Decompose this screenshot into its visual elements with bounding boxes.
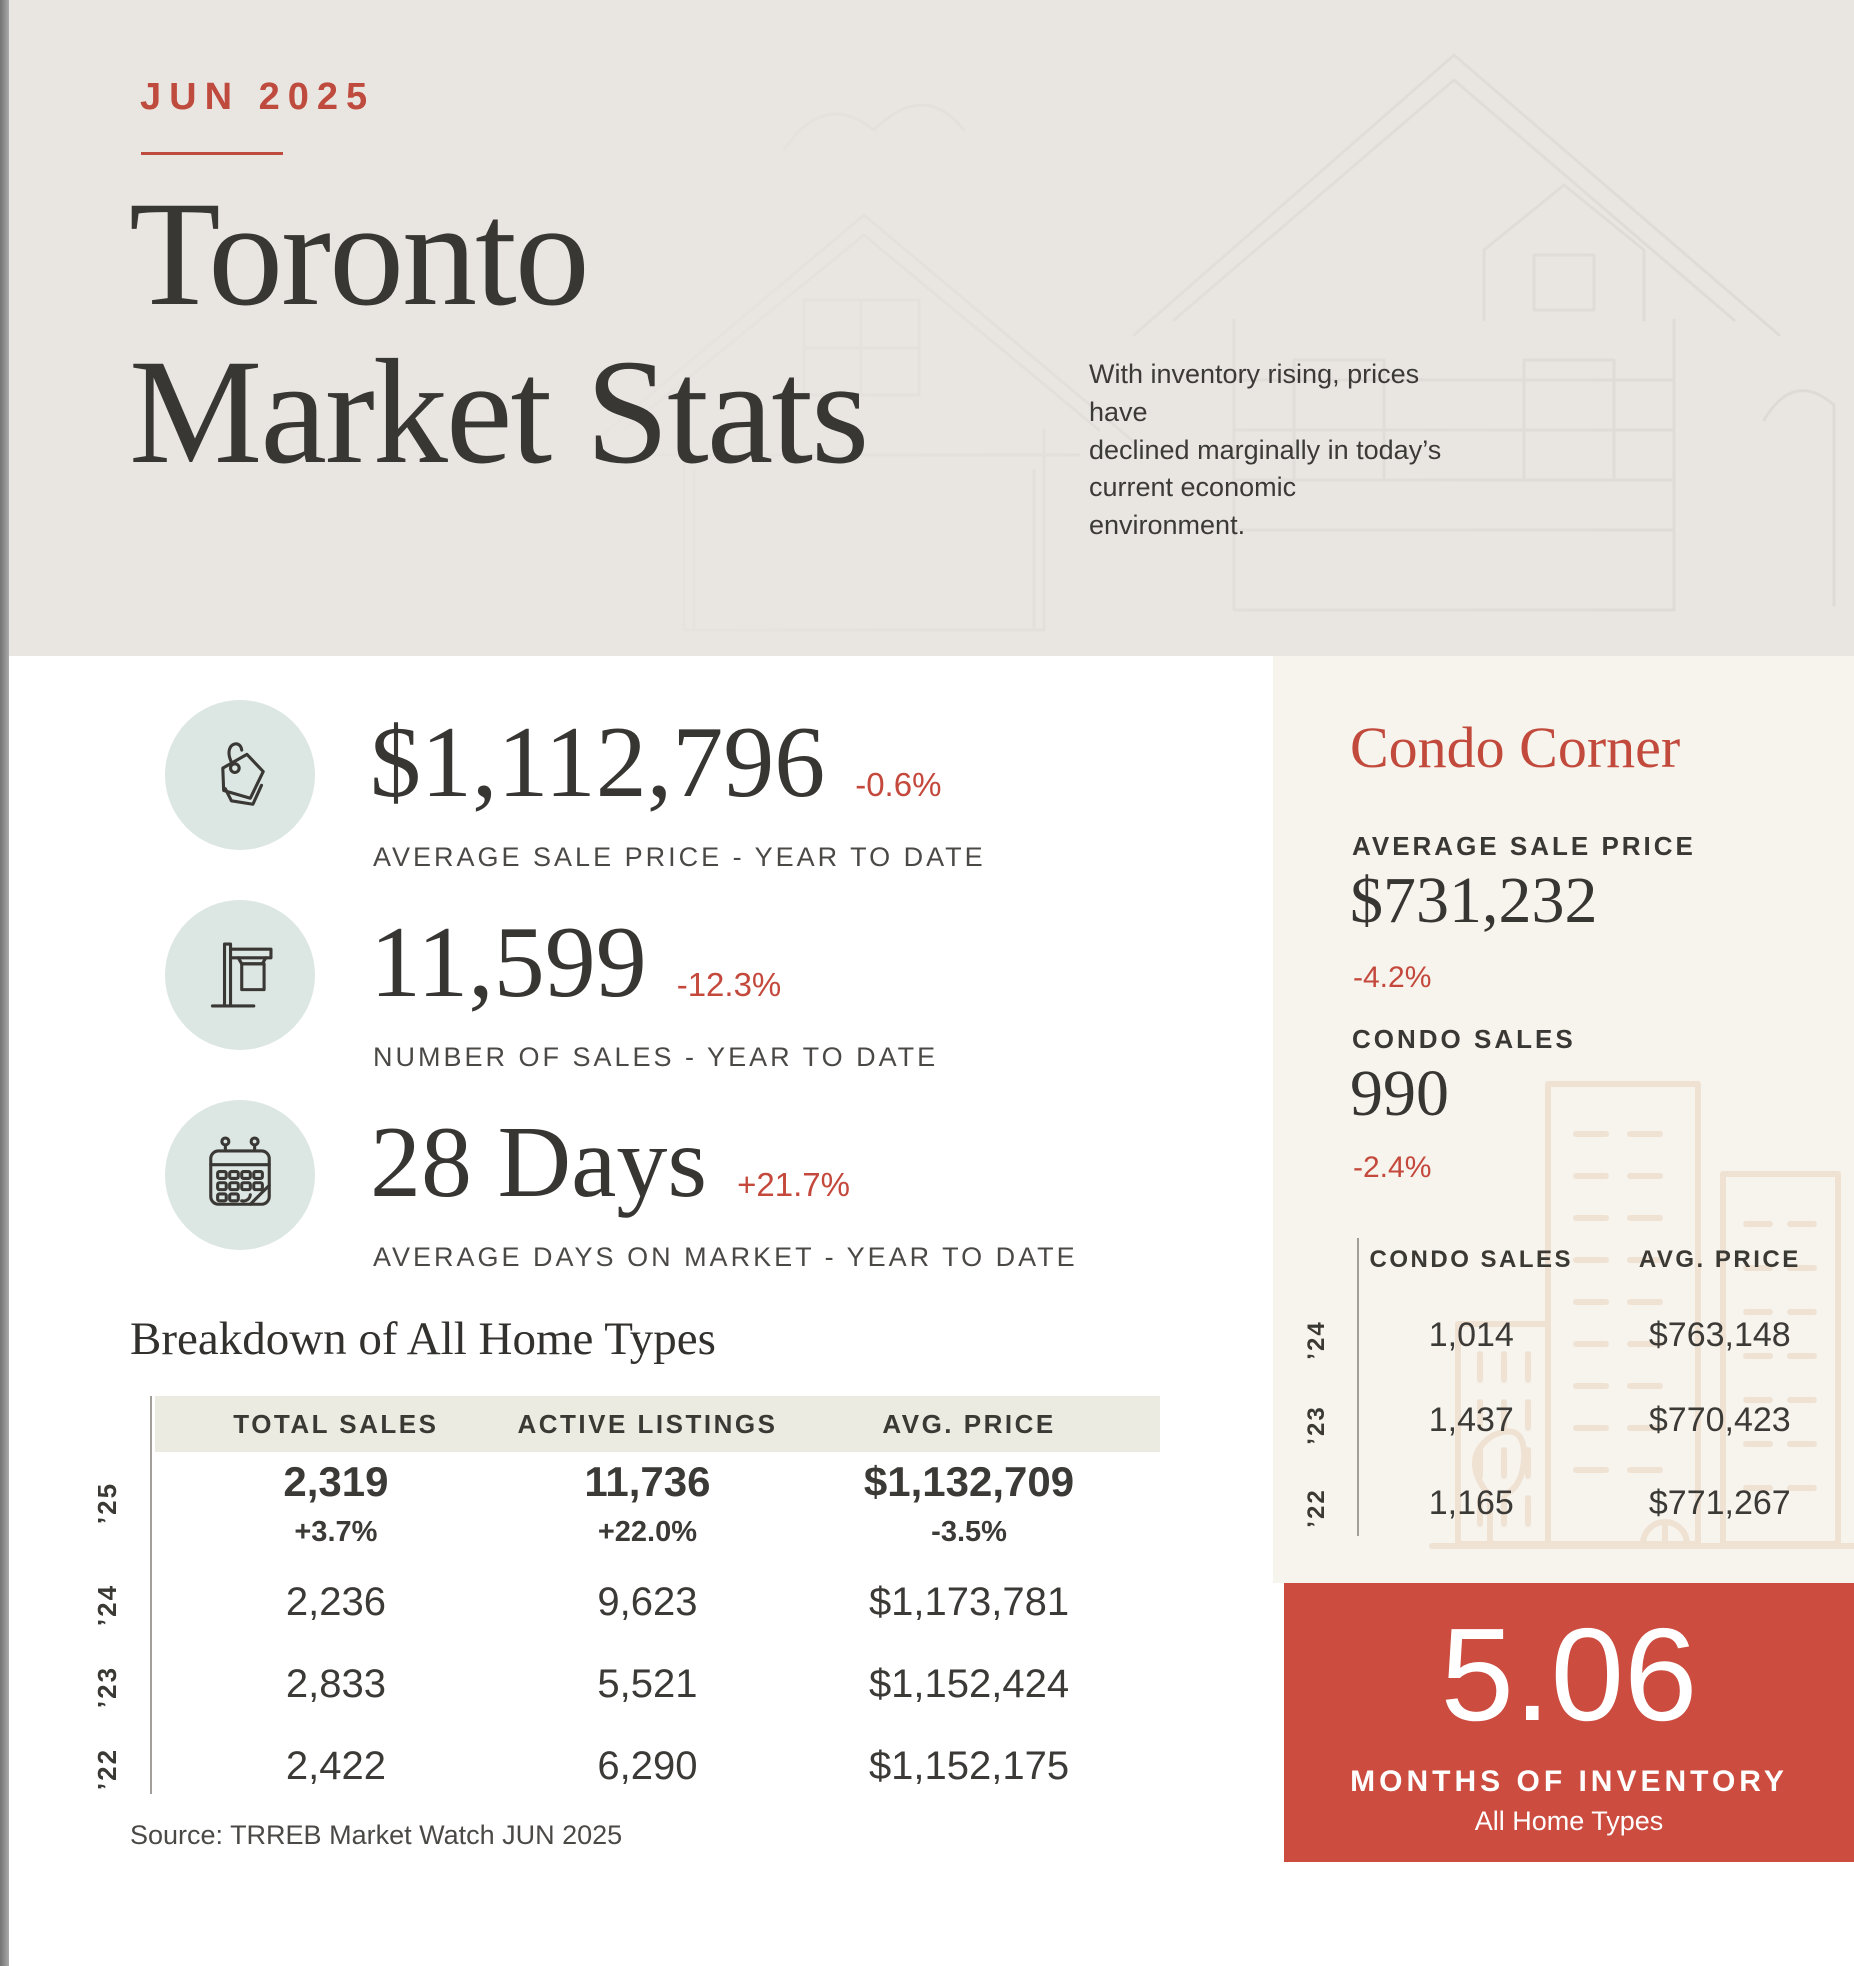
column-header-active-listings: ACTIVE LISTINGS bbox=[517, 1408, 778, 1439]
sales-value: 11,599 bbox=[370, 906, 647, 1019]
cell-total-sales: 2,236 bbox=[285, 1580, 386, 1624]
condo-price-change: -4.2% bbox=[1353, 961, 1432, 994]
cell-active-listings: 11,736 bbox=[584, 1458, 711, 1505]
condo-cell-sales: 1,014 bbox=[1428, 1316, 1514, 1354]
condo-sales-change: -2.4% bbox=[1353, 1151, 1432, 1184]
condo-table-row: 1,014 $763,148 bbox=[1357, 1316, 1854, 1355]
condo-table-row: 1,437 $770,423 bbox=[1357, 1401, 1854, 1440]
eyebrow-underline bbox=[141, 152, 283, 155]
condo-cell-sales: 1,165 bbox=[1428, 1484, 1514, 1522]
table-rule bbox=[150, 1396, 152, 1794]
cell-active-listings: 5,521 bbox=[597, 1662, 698, 1706]
days-icon-circle bbox=[165, 1100, 315, 1250]
row-year-label: ’22 bbox=[92, 1747, 122, 1791]
column-header-avg-price: AVG. PRICE bbox=[882, 1408, 1056, 1439]
cell-active-listings: 9,623 bbox=[597, 1580, 698, 1624]
masthead: JUN 2025 Toronto Market Stats With inven… bbox=[9, 0, 1854, 656]
inventory-sublabel: All Home Types bbox=[1474, 1805, 1664, 1836]
blurb-line: With inventory rising, prices have bbox=[1089, 359, 1420, 427]
sales-label: NUMBER OF SALES - YEAR TO DATE bbox=[373, 1042, 939, 1072]
table-row-changes: +3.7% +22.0% -3.5% bbox=[155, 1516, 1160, 1549]
row-year-label: ’24 bbox=[92, 1583, 122, 1627]
cell-avg-price-change: -3.5% bbox=[931, 1516, 1007, 1548]
cell-avg-price: $1,152,175 bbox=[868, 1744, 1070, 1788]
blurb-line: current economic environment. bbox=[1089, 472, 1297, 541]
blurb-line: declined marginally in today’s bbox=[1089, 434, 1442, 465]
cell-total-sales-change: +3.7% bbox=[294, 1516, 378, 1548]
table-header-row: TOTAL SALES ACTIVE LISTINGS AVG. PRICE bbox=[155, 1396, 1160, 1452]
condo-row-year-label: ’23 bbox=[1303, 1405, 1330, 1445]
sales-icon-circle bbox=[165, 900, 315, 1050]
page-title-line2: Market Stats bbox=[129, 328, 869, 495]
condo-cell-price: $771,267 bbox=[1648, 1484, 1791, 1522]
avg-price-change: -0.6% bbox=[855, 766, 942, 803]
cell-active-listings-change: +22.0% bbox=[597, 1516, 698, 1548]
condo-cell-sales: 1,437 bbox=[1428, 1401, 1514, 1439]
sales-stat: 11,599 -12.3% bbox=[370, 912, 781, 1014]
table-row: 2,319 11,736 $1,132,709 bbox=[155, 1458, 1160, 1506]
condo-history-table: CONDO SALES AVG. PRICE ’24 1,014 $763,14… bbox=[1303, 1238, 1854, 1538]
for-sale-sign-icon bbox=[210, 942, 273, 1008]
condo-column-header-sales: CONDO SALES bbox=[1369, 1246, 1574, 1273]
avg-price-label: AVERAGE SALE PRICE - YEAR TO DATE bbox=[373, 842, 986, 872]
days-stat: 28 Days +21.7% bbox=[370, 1112, 850, 1214]
condo-cell-price: $763,148 bbox=[1648, 1316, 1791, 1354]
inventory-label: MONTHS OF INVENTORY bbox=[1350, 1764, 1788, 1798]
source-note: Source: TRREB Market Watch JUN 2025 bbox=[130, 1820, 623, 1850]
table-row: 2,236 9,623 $1,173,781 bbox=[155, 1580, 1160, 1625]
avg-price-icon-circle bbox=[165, 700, 315, 850]
masthead-fade bbox=[9, 0, 1854, 656]
condo-table-header-row: CONDO SALES AVG. PRICE bbox=[1357, 1246, 1854, 1274]
condo-table-row: 1,165 $771,267 bbox=[1357, 1484, 1854, 1523]
cell-avg-price: $1,152,424 bbox=[868, 1662, 1070, 1706]
table-row: 2,833 5,521 $1,152,424 bbox=[155, 1662, 1160, 1707]
condo-sales-value: 990 bbox=[1350, 1057, 1449, 1130]
cell-avg-price: $1,132,709 bbox=[863, 1458, 1075, 1505]
row-year-label: ’23 bbox=[92, 1665, 122, 1709]
condo-column-header-price: AVG. PRICE bbox=[1638, 1246, 1801, 1273]
inventory-value: 5.06 bbox=[1440, 1600, 1698, 1748]
breakdown-title: Breakdown of All Home Types bbox=[130, 1313, 716, 1365]
condo-buildings-art bbox=[1429, 1081, 1854, 1549]
condo-corner-panel: Condo Corner AVERAGE SALE PRICE $731,232… bbox=[1273, 656, 1854, 1583]
cell-total-sales: 2,319 bbox=[283, 1458, 389, 1505]
days-label: AVERAGE DAYS ON MARKET - YEAR TO DATE bbox=[373, 1242, 1078, 1272]
home-types-table: TOTAL SALES ACTIVE LISTINGS AVG. PRICE ’… bbox=[92, 1396, 1160, 1798]
condo-price-label: AVERAGE SALE PRICE bbox=[1352, 831, 1696, 861]
table-row: 2,422 6,290 $1,152,175 bbox=[155, 1744, 1160, 1789]
condo-row-year-label: ’22 bbox=[1303, 1488, 1330, 1528]
sales-change: -12.3% bbox=[676, 966, 782, 1003]
column-header-total-sales: TOTAL SALES bbox=[233, 1408, 439, 1439]
condo-cell-price: $770,423 bbox=[1648, 1401, 1791, 1439]
condo-price-value: $731,232 bbox=[1350, 864, 1598, 937]
days-change: +21.7% bbox=[737, 1166, 850, 1203]
condo-row-year-label: ’24 bbox=[1303, 1320, 1330, 1360]
cell-total-sales: 2,833 bbox=[285, 1662, 386, 1706]
cell-avg-price: $1,173,781 bbox=[868, 1580, 1070, 1624]
row-year-label: ’25 bbox=[92, 1481, 122, 1525]
condo-sales-label: CONDO SALES bbox=[1352, 1024, 1576, 1054]
report-month: JUN 2025 bbox=[140, 76, 376, 118]
page-title: Toronto Market Stats bbox=[129, 171, 869, 495]
price-tags-icon bbox=[221, 742, 265, 806]
avg-price-value: $1,112,796 bbox=[370, 706, 826, 819]
avg-price-stat: $1,112,796 -0.6% bbox=[370, 712, 941, 814]
calendar-icon bbox=[209, 1136, 271, 1206]
window-edge bbox=[0, 0, 9, 1966]
condo-table-rule bbox=[1357, 1238, 1359, 1536]
page-title-line1: Toronto bbox=[129, 171, 590, 337]
months-of-inventory-card: 5.06 MONTHS OF INVENTORY All Home Types bbox=[1284, 1583, 1854, 1862]
condo-corner-title: Condo Corner bbox=[1350, 715, 1681, 780]
cell-active-listings: 6,290 bbox=[597, 1744, 698, 1788]
days-value: 28 Days bbox=[370, 1106, 708, 1219]
cell-total-sales: 2,422 bbox=[285, 1744, 386, 1788]
market-blurb: With inventory rising, prices have decli… bbox=[1089, 356, 1449, 545]
